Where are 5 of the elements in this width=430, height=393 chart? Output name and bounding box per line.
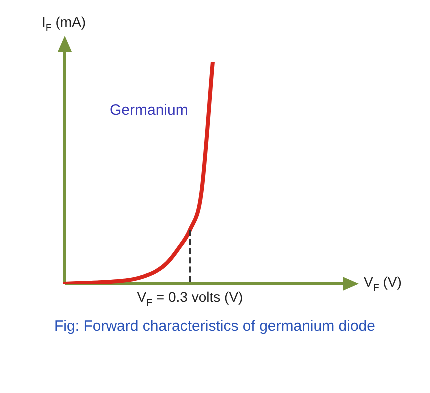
y-axis-title: I$_{F}$ (mA) [42,14,86,34]
annotation: Germanium [110,102,188,119]
text: V$_{F}$ = 0.3 volts (V) [137,289,244,309]
text: Fig: Forward characteristics of germanium diode [54,318,376,335]
text: V$_{F}$ (V) [364,274,402,294]
